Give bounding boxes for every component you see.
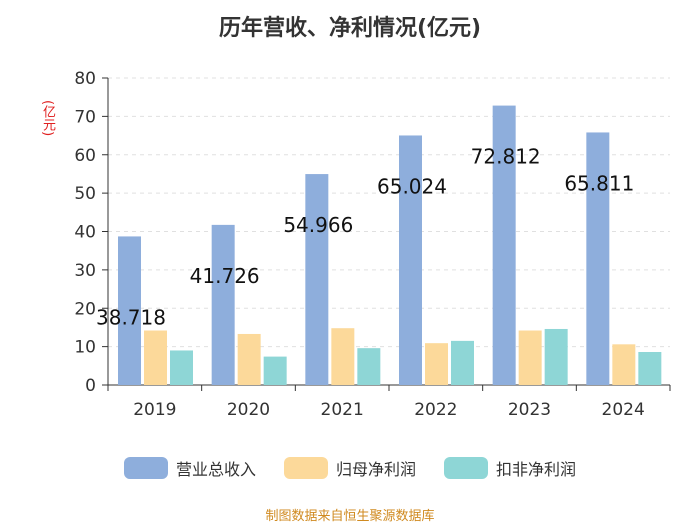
data-label: 38.718 (96, 305, 166, 329)
y-axis-label: (亿元) (40, 100, 55, 137)
x-tick-label: 2019 (133, 400, 176, 420)
legend-item-deducted-profit[interactable]: 扣非净利润 (444, 456, 576, 480)
bar-0-2019 (118, 236, 141, 385)
data-label: 72.812 (471, 145, 541, 169)
x-tick-label: 2020 (227, 400, 270, 420)
data-label: 41.726 (190, 264, 260, 288)
legend-label-net-profit: 归母净利润 (335, 460, 416, 479)
legend-swatch-deducted-profit (444, 457, 488, 479)
bar-2-2023 (544, 328, 568, 385)
legend-swatch-revenue (123, 457, 168, 479)
bar-2-2024 (638, 351, 662, 385)
x-tick-label: 2024 (602, 400, 645, 420)
bar-2-2019 (170, 350, 193, 385)
y-tick-label: 80 (74, 69, 96, 89)
x-tick-label: 2023 (508, 400, 551, 420)
data-label: 65.024 (377, 174, 447, 198)
x-tick-label: 2021 (321, 400, 364, 420)
legend-label-deducted-profit: 扣非净利润 (496, 460, 577, 479)
bar-2-2021 (357, 348, 381, 385)
bar-1-2021 (331, 328, 355, 385)
y-tick-label: 70 (74, 107, 96, 127)
bar-0-2023 (492, 105, 516, 385)
y-tick-label: 0 (85, 376, 96, 396)
bar-1-2019 (144, 330, 167, 385)
legend-label-revenue: 营业总收入 (175, 460, 256, 479)
bar-0-2020 (211, 224, 235, 385)
bar-0-2022 (399, 135, 422, 385)
bar-0-2021 (305, 174, 329, 385)
bar-2-2020 (263, 356, 287, 385)
legend-item-revenue[interactable]: 营业总收入 (123, 456, 256, 480)
legend-swatch-net-profit (283, 457, 328, 479)
y-tick-label: 10 (74, 338, 96, 358)
bar-1-2023 (518, 330, 542, 385)
data-label: 54.966 (283, 213, 353, 237)
y-tick-label: 20 (74, 299, 96, 319)
legend-item-net-profit[interactable]: 归母净利润 (283, 456, 416, 480)
chart-title: 历年营收、净利情况(亿元) (218, 16, 482, 41)
bar-0-2024 (586, 132, 610, 385)
data-label: 65.811 (564, 171, 634, 195)
y-tick-label: 40 (74, 223, 96, 243)
x-tick-label: 2022 (414, 400, 457, 420)
y-tick-label: 50 (74, 184, 96, 204)
y-tick-label: 30 (74, 261, 96, 281)
y-tick-label: 60 (74, 146, 96, 166)
legend: 营业总收入 归母净利润 扣非净利润 (0, 456, 700, 480)
bar-1-2024 (612, 344, 636, 385)
bar-1-2022 (425, 343, 448, 385)
bar-1-2020 (237, 333, 261, 385)
source-note: 制图数据来自恒生聚源数据库 (265, 509, 435, 524)
bar-2-2022 (451, 340, 474, 385)
